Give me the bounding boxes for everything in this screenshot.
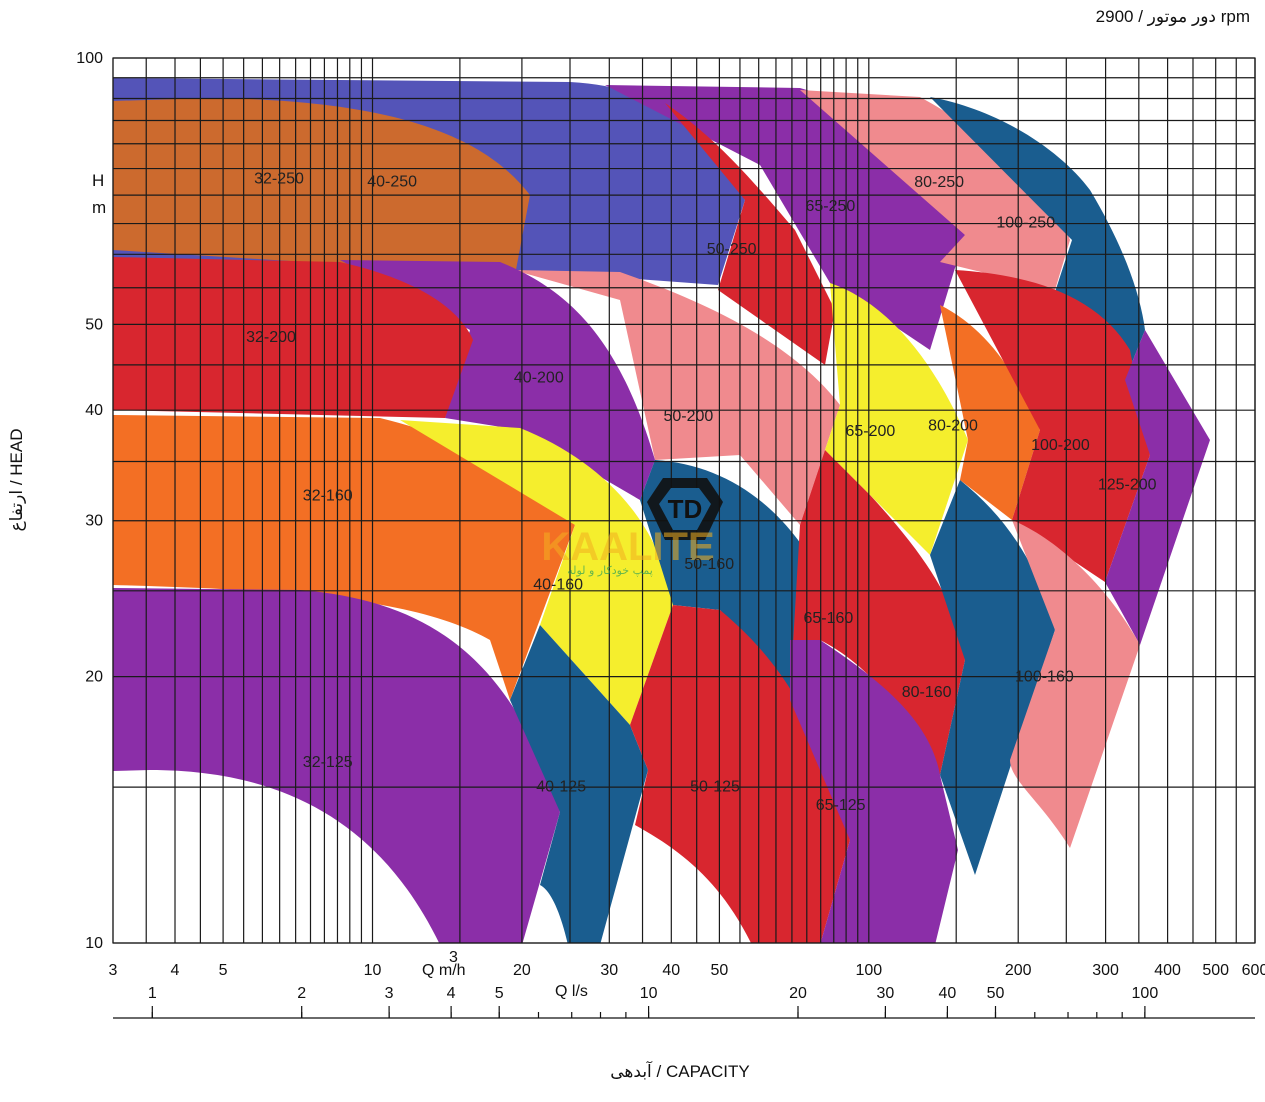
zone-label-80-160: 80-160 bbox=[902, 684, 952, 701]
zone-label-50-160: 50-160 bbox=[684, 556, 734, 573]
zone-label-100-160: 100-160 bbox=[1015, 668, 1074, 685]
x-tick-label-m3h: 5 bbox=[219, 962, 228, 979]
x-tick-label-m3h: 300 bbox=[1092, 962, 1119, 979]
x-tick-label-ls: 10 bbox=[640, 985, 658, 1002]
x-axis-title: آبدهی / CAPACITY bbox=[610, 1060, 749, 1081]
zone-125-200 bbox=[1105, 330, 1210, 645]
capacity-ruler bbox=[113, 1006, 1255, 1019]
x-tick-label-m3h: 200 bbox=[1005, 962, 1032, 979]
x-tick-label-m3h: 400 bbox=[1154, 962, 1181, 979]
zone-label-50-200: 50-200 bbox=[663, 408, 713, 425]
x-axis-q-m3h-superscript: 3 bbox=[449, 949, 458, 966]
x-tick-label-m3h: 50 bbox=[711, 962, 729, 979]
zone-label-32-200: 32-200 bbox=[246, 329, 296, 346]
zone-label-50-250: 50-250 bbox=[707, 241, 757, 258]
x-tick-label-m3h: 100 bbox=[855, 962, 882, 979]
x-tick-label-m3h: 500 bbox=[1202, 962, 1229, 979]
x-tick-label-m3h: 10 bbox=[364, 962, 382, 979]
watermark-text: KAALITE bbox=[541, 525, 714, 569]
zone-label-65-200: 65-200 bbox=[845, 423, 895, 440]
zone-label-125-200: 125-200 bbox=[1098, 477, 1157, 494]
y-tick-label: 50 bbox=[85, 316, 103, 333]
zone-label-40-200: 40-200 bbox=[514, 369, 564, 386]
zone-80-160 bbox=[930, 480, 1055, 875]
x-tick-label-ls: 30 bbox=[876, 985, 894, 1002]
zone-label-100-250: 100-250 bbox=[996, 214, 1055, 231]
y-tick-labels: 10 20 30 40 50 100 bbox=[76, 50, 103, 952]
zone-label-32-250: 32-250 bbox=[254, 170, 304, 187]
zone-label-65-160: 65-160 bbox=[804, 610, 854, 627]
zone-65-200 bbox=[825, 283, 968, 555]
x-tick-label-ls: 5 bbox=[495, 985, 504, 1002]
zones-layer bbox=[113, 78, 1210, 943]
zone-40-200 bbox=[340, 260, 655, 500]
x-tick-label-m3h: 3 bbox=[109, 962, 118, 979]
x-tick-label-ls: 1 bbox=[148, 985, 157, 1002]
zone-32-250 bbox=[113, 98, 530, 275]
zone-100-160 bbox=[1010, 520, 1140, 848]
zone-80-250 bbox=[800, 90, 1070, 290]
x-tick-label-m3h: 600 bbox=[1242, 962, 1265, 979]
zone-label-40-250: 40-250 bbox=[367, 173, 417, 190]
zone-label-65-250: 65-250 bbox=[805, 198, 855, 215]
x-tick-labels-m3h: 3 4 5 10 20 30 40 50 100 200 300 400 500 600 bbox=[109, 962, 1265, 979]
x-tick-label-ls: 3 bbox=[385, 985, 394, 1002]
plot-frame bbox=[112, 57, 1256, 944]
y-tick-label: 10 bbox=[85, 935, 103, 952]
x-tick-label-m3h: 20 bbox=[513, 962, 531, 979]
x-tick-label-ls: 20 bbox=[789, 985, 807, 1002]
speed-label: دور موتور / 2900 rpm bbox=[1096, 7, 1250, 26]
watermark-logo: TD bbox=[647, 478, 723, 540]
zone-label-40-160: 40-160 bbox=[533, 577, 583, 594]
zone-40-160 bbox=[400, 420, 673, 725]
zone-100-200 bbox=[955, 270, 1150, 582]
x-tick-label-m3h: 30 bbox=[600, 962, 618, 979]
y-tick-label: 20 bbox=[85, 669, 103, 686]
zone-label-50-125: 50-125 bbox=[690, 778, 740, 795]
x-axis-q-m3h-label: Q m/h bbox=[422, 962, 466, 979]
svg-text:TD: TD bbox=[668, 494, 703, 524]
y-unit-m: m bbox=[92, 198, 106, 217]
watermark-subtext: پمپ خودکار و لوله bbox=[567, 564, 653, 577]
x-tick-label-ls: 100 bbox=[1132, 985, 1159, 1002]
zone-label-40-125: 40-125 bbox=[536, 778, 586, 795]
blank-region bbox=[113, 770, 440, 945]
y-unit-h: H bbox=[92, 171, 104, 190]
y-tick-label: 100 bbox=[76, 50, 103, 67]
y-tick-label: 40 bbox=[85, 402, 103, 419]
zone-label-100-200: 100-200 bbox=[1031, 437, 1090, 454]
zone-80-200 bbox=[940, 305, 1040, 520]
zone-label-32-125: 32-125 bbox=[303, 754, 353, 771]
y-tick-label: 30 bbox=[85, 513, 103, 530]
zone-label-32-160: 32-160 bbox=[303, 488, 353, 505]
x-tick-label-ls: 4 bbox=[447, 985, 456, 1002]
x-tick-label-ls: 2 bbox=[297, 985, 306, 1002]
zone-label-65-125: 65-125 bbox=[816, 797, 866, 814]
zone-label-80-200: 80-200 bbox=[928, 417, 978, 434]
zone-40-125 bbox=[510, 625, 648, 943]
x-tick-label-m3h: 40 bbox=[662, 962, 680, 979]
zone-65-125 bbox=[790, 640, 958, 943]
grid bbox=[112, 57, 1256, 944]
zone-label-80-250: 80-250 bbox=[914, 174, 964, 191]
zone-labels: 32-250 40-250 50-250 65-250 80-250 100-250 32-… bbox=[246, 170, 1157, 813]
x-tick-label-ls: 50 bbox=[987, 985, 1005, 1002]
x-tick-label-m3h: 4 bbox=[171, 962, 180, 979]
x-tick-label-ls: 40 bbox=[939, 985, 957, 1002]
x-axis-q-ls-label: Q l/s bbox=[555, 983, 588, 1000]
zone-32-200 bbox=[113, 257, 473, 418]
y-axis-title: ارتفاع / HEAD bbox=[7, 429, 27, 532]
x-tick-labels-ls: 1 2 3 4 5 10 20 30 40 50 100 bbox=[148, 985, 1158, 1002]
